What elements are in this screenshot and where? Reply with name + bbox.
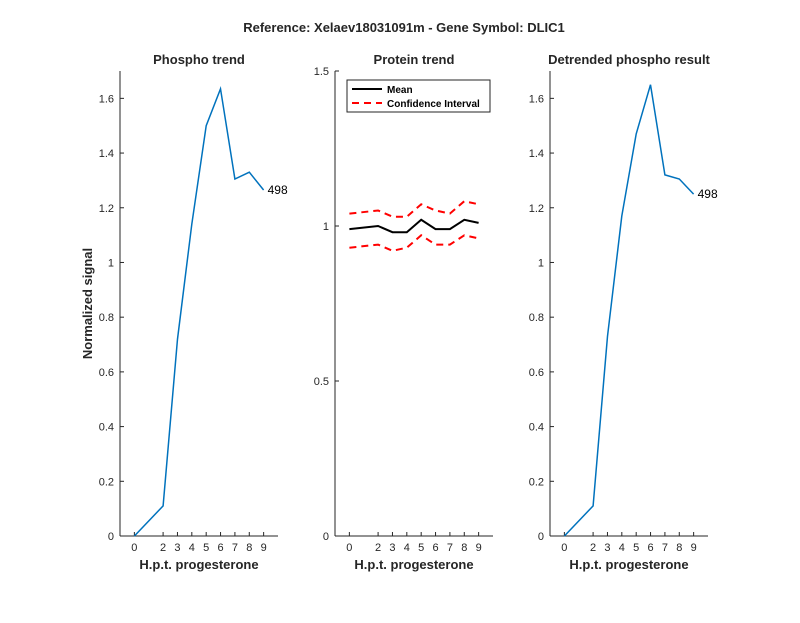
protein-panel: Protein trend 0 2 3 4 5 6 7 8 9 0 0.5 1 1.5 H.p.t. pro… xyxy=(314,52,493,572)
detrended-title: Detrended phospho result xyxy=(548,52,710,67)
protein-x-tick-label: 8 xyxy=(461,542,467,554)
phospho-x-tick-label: 6 xyxy=(217,542,223,554)
figure-title: Reference: Xelaev18031091m - Gene Symbol… xyxy=(243,20,565,35)
phospho-x-tick-label: 9 xyxy=(261,542,267,554)
phospho-x-tick-label: 8 xyxy=(246,542,252,554)
protein-x-tick-label: 0 xyxy=(346,542,352,554)
detrended-y-tick-label: 0.2 xyxy=(529,476,544,488)
protein-y-tick-label: 0.5 xyxy=(314,376,329,388)
protein-x-axis-label: H.p.t. progesterone xyxy=(354,557,473,572)
phospho-x-axis-label: H.p.t. progesterone xyxy=(139,557,258,572)
protein-y-tick-label: 1.5 xyxy=(314,66,329,78)
phospho-y-tick-label: 1.4 xyxy=(99,148,114,160)
detrended-x-axis-label: H.p.t. progesterone xyxy=(569,557,688,572)
phospho-x-tick-label: 3 xyxy=(174,542,180,554)
phospho-x-tick-label: 5 xyxy=(203,542,209,554)
phospho-y-tick-label: 1.6 xyxy=(99,93,114,105)
phospho-y-tick-label: 0 xyxy=(108,531,114,543)
phospho-series-line-0 xyxy=(133,85,265,537)
phospho-y-tick-label: 0.8 xyxy=(99,312,114,324)
phospho-title: Phospho trend xyxy=(153,52,245,67)
detrended-x-tick-label: 0 xyxy=(561,542,567,554)
detrended-x-tick-label: 7 xyxy=(662,542,668,554)
protein-legend-label: Mean xyxy=(387,85,413,96)
phospho-y-axis-label: Normalized signal xyxy=(80,248,95,359)
protein-y-tick-label: 0 xyxy=(323,531,329,543)
phospho-y-tick-label: 0.4 xyxy=(99,422,114,434)
detrended-x-tick-label: 4 xyxy=(619,542,625,554)
phospho-x-tick-label: 4 xyxy=(189,542,195,554)
protein-plot-area xyxy=(335,71,493,536)
phospho-y-tick-label: 1.2 xyxy=(99,203,114,215)
phospho-x-tick-label: 2 xyxy=(160,542,166,554)
protein-series-line-2 xyxy=(349,234,479,252)
detrended-x-tick-label: 8 xyxy=(676,542,682,554)
phospho-y-tick-label: 0.2 xyxy=(99,476,114,488)
detrended-x-tick-label: 3 xyxy=(604,542,610,554)
detrended-y-tick-label: 1.4 xyxy=(529,148,544,160)
protein-x-tick-label: 3 xyxy=(389,542,395,554)
protein-title: Protein trend xyxy=(374,52,455,67)
protein-y-tick-label: 1 xyxy=(323,221,329,233)
phospho-y-tick-label: 1 xyxy=(108,257,114,269)
detrended-x-tick-label: 2 xyxy=(590,542,596,554)
detrended-x-tick-label: 5 xyxy=(633,542,639,554)
detrended-series-line-0 xyxy=(563,84,695,537)
detrended-x-tick-label: 9 xyxy=(691,542,697,554)
detrended-x-tick-label: 6 xyxy=(647,542,653,554)
detrended-panel: Detrended phospho result 0 2 3 4 5 6 7 8 9 0 0.2 0.4… xyxy=(529,52,718,572)
detrended-y-tick-label: 1 xyxy=(538,257,544,269)
detrended-y-tick-label: 0.8 xyxy=(529,312,544,324)
detrended-y-tick-label: 0 xyxy=(538,531,544,543)
protein-legend-box xyxy=(346,79,491,113)
detrended-annotation: 498 xyxy=(698,187,718,201)
protein-x-tick-label: 2 xyxy=(375,542,381,554)
protein-legend-label: Confidence Interval xyxy=(387,99,480,110)
protein-x-tick-label: 7 xyxy=(447,542,453,554)
protein-x-tick-label: 4 xyxy=(404,542,410,554)
protein-x-tick-label: 5 xyxy=(418,542,424,554)
protein-x-tick-label: 6 xyxy=(432,542,438,554)
protein-series-line-0 xyxy=(349,218,479,234)
protein-x-tick-label: 9 xyxy=(476,542,482,554)
phospho-plot-area xyxy=(120,71,278,536)
detrended-plot-area xyxy=(550,71,708,536)
phospho-annotation: 498 xyxy=(268,183,288,197)
phospho-x-tick-label: 7 xyxy=(232,542,238,554)
phospho-x-tick-label: 0 xyxy=(131,542,137,554)
protein-legend: Mean Confidence Interval xyxy=(346,79,491,113)
detrended-y-tick-label: 0.6 xyxy=(529,367,544,379)
phospho-panel: Phospho trend 0 2 3 4 5 6 7 8 9 0 0.2 0.4 0.6 0.8 1 1.2 1… xyxy=(80,52,288,572)
phospho-y-tick-label: 0.6 xyxy=(99,367,114,379)
detrended-y-tick-label: 1.2 xyxy=(529,203,544,215)
detrended-y-tick-label: 1.6 xyxy=(529,93,544,105)
protein-series-line-1 xyxy=(349,200,479,218)
detrended-y-tick-label: 0.4 xyxy=(529,422,544,434)
